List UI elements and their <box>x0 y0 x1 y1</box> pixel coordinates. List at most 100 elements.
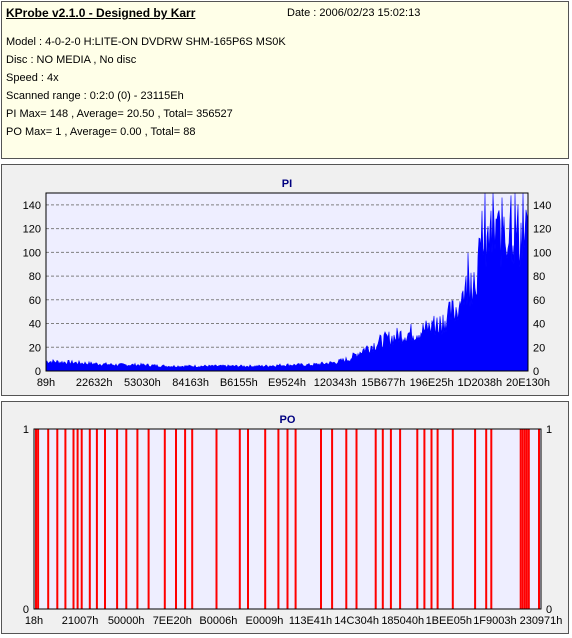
po-error-bar <box>523 429 526 609</box>
po-error-bar <box>286 429 289 609</box>
x-tick-label: 1F9003h <box>473 615 516 627</box>
po-error-bar <box>191 429 194 609</box>
y-tick-label-left: 20 <box>29 342 41 354</box>
chart-title: PI <box>282 178 292 190</box>
x-tick-label: 113E41h <box>289 615 332 627</box>
po-error-bar <box>389 429 392 609</box>
po-error-bar <box>451 429 454 609</box>
y-tick-label-left: 1 <box>23 424 29 436</box>
x-tick-label: 7EE20h <box>153 615 192 627</box>
x-tick-label: B0006h <box>199 615 237 627</box>
x-tick-label: 1D2038h <box>457 377 502 389</box>
po-error-bar <box>345 429 348 609</box>
po-error-bar <box>238 429 241 609</box>
po-error-bar <box>264 429 267 609</box>
x-tick-label: 15B677h <box>361 377 405 389</box>
po-error-bar <box>521 429 524 609</box>
po-error-bar <box>215 429 218 609</box>
x-tick-label: 22632h <box>76 377 113 389</box>
po-error-bar <box>37 429 40 609</box>
po-error-bar <box>76 429 79 609</box>
y-tick-label-left: 120 <box>23 224 41 236</box>
po-chart-panel: PO 0 0 1 1 18h 21007h 50000h 7EE20h B0006h E0009h 1… <box>1 401 569 634</box>
y-tick-label-left: 100 <box>23 247 41 259</box>
po-error-bar <box>104 429 106 609</box>
po-error-bar <box>294 429 297 609</box>
po-error-bar <box>519 429 522 609</box>
po-error-bar <box>436 429 439 609</box>
pi-chart: PI 0 0 20 20 40 40 60 60 80 80 100 100 120 120 140 140 89… <box>23 178 552 389</box>
po-error-bar <box>538 429 540 609</box>
x-tick-label: 20E130h <box>506 377 550 389</box>
po-error-bar <box>374 429 377 609</box>
y-tick-label-right: 60 <box>533 295 545 307</box>
po-error-bar <box>116 429 119 609</box>
y-tick-label-left: 0 <box>35 366 41 378</box>
po-error-bar <box>485 429 488 609</box>
po-error-bar <box>399 429 402 609</box>
plot-border <box>33 428 542 610</box>
po-error-bar <box>56 429 59 609</box>
y-tick-label-right: 120 <box>533 224 551 236</box>
po-error-bar <box>247 429 249 609</box>
y-tick-label-right: 1 <box>546 424 552 436</box>
y-tick-label-right: 20 <box>533 342 545 354</box>
po-summary-line: PO Max= 1 , Average= 0.00 , Total= 88 <box>6 126 196 138</box>
range-line: Scanned range : 0:2:0 (0) - 23115Eh <box>6 90 184 102</box>
po-error-bar <box>175 429 177 609</box>
po-error-bar <box>184 429 187 609</box>
y-tick-label-left: 60 <box>29 295 41 307</box>
po-error-bar <box>88 429 91 609</box>
disc-line: Disc : NO MEDIA , No disc <box>6 54 137 66</box>
y-tick-label-right: 140 <box>533 200 551 212</box>
x-tick-label: 120343h <box>314 377 357 389</box>
po-error-bar <box>136 429 139 609</box>
y-tick-label-right: 80 <box>533 271 545 283</box>
po-error-bar <box>80 429 83 609</box>
x-tick-label: 14C304h <box>334 615 379 627</box>
y-tick-label-left: 80 <box>29 271 41 283</box>
x-tick-label: 84163h <box>172 377 209 389</box>
app-title: KProbe v2.1.0 - Designed by Karr <box>6 6 196 20</box>
pi-area-series <box>45 192 529 372</box>
po-error-bar <box>95 429 98 609</box>
x-tick-label: E9524h <box>268 377 306 389</box>
model-line: Model : 4-0-2-0 H:LITE-ON DVDRW SHM-165P… <box>6 36 286 48</box>
scan-date: Date : 2006/02/23 15:02:13 <box>287 7 421 19</box>
y-tick-label-right: 0 <box>533 366 539 378</box>
po-error-bar <box>125 429 128 609</box>
po-error-bar <box>64 429 67 609</box>
po-error-bar <box>423 429 426 609</box>
x-tick-label: 50000h <box>108 615 145 627</box>
y-tick-label-right: 100 <box>533 247 551 259</box>
x-tick-label: 53030h <box>124 377 161 389</box>
po-error-bar <box>490 429 493 609</box>
x-tick-label: 230971h <box>520 615 563 627</box>
po-error-bar <box>474 429 477 609</box>
x-tick-label: E0009h <box>245 615 283 627</box>
po-error-bar <box>331 429 334 609</box>
y-tick-label-left: 40 <box>29 319 41 331</box>
x-tick-label: 21007h <box>62 615 99 627</box>
y-tick-label-left: 140 <box>23 200 41 212</box>
x-tick-label: 1BEE05h <box>426 615 472 627</box>
chart-title: PO <box>280 414 296 426</box>
po-error-bar <box>72 429 75 609</box>
po-error-bar <box>527 429 530 609</box>
plot-border <box>45 192 529 372</box>
po-error-bar <box>430 429 433 609</box>
x-tick-label: 196E25h <box>410 377 454 389</box>
y-tick-label-right: 0 <box>546 604 552 616</box>
info-panel: KProbe v2.1.0 - Designed by Karr Date : … <box>1 1 569 159</box>
po-error-bar <box>525 429 528 609</box>
po-error-bar <box>355 429 358 609</box>
po-error-bar <box>381 429 384 609</box>
y-tick-label-left: 0 <box>23 604 29 616</box>
po-chart: PO 0 0 1 1 18h 21007h 50000h 7EE20h B0006h E0009h 1… <box>23 414 563 627</box>
po-error-bar <box>416 429 419 609</box>
po-error-bar <box>35 429 37 609</box>
x-tick-label: B6155h <box>220 377 258 389</box>
po-error-bar <box>147 429 150 609</box>
x-tick-label: 89h <box>37 377 55 389</box>
speed-line: Speed : 4x <box>6 72 59 84</box>
